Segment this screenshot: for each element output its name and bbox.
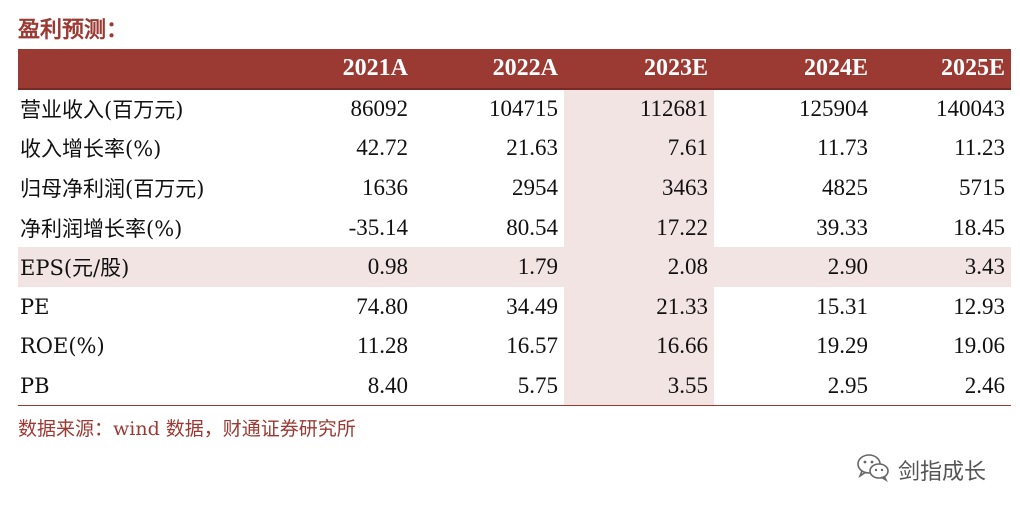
row-label: 收入增长率(%) xyxy=(20,137,162,162)
table-cell: 2954 xyxy=(512,174,558,200)
column-header: 2023E xyxy=(564,49,714,90)
table-cell: 3463 xyxy=(564,168,714,208)
forecast-table-container: 2021A 2022A 2023E 2024E 2025E 营业收入(百万元) … xyxy=(18,49,1011,407)
table-cell: 0.98 xyxy=(288,247,414,287)
table-cell: 5715 xyxy=(959,174,1005,200)
column-header: 2025E xyxy=(874,49,1011,90)
table-cell: 1.79 xyxy=(414,247,564,287)
watermark-text: 剑指成长 xyxy=(897,460,986,485)
table-row: EPS(元/股) 0.98 1.79 2.08 2.90 3.43 xyxy=(18,247,1011,287)
column-header: 2022A xyxy=(414,49,564,90)
table-row: 营业收入(百万元) 86092 104715 112681 125904 140… xyxy=(18,89,1011,129)
table-cell: 2.90 xyxy=(714,247,874,287)
table-cell: 11.28 xyxy=(357,333,408,359)
column-header xyxy=(18,49,288,90)
table-cell: 2.46 xyxy=(874,366,1011,407)
row-label: EPS(元/股) xyxy=(18,247,288,287)
table-cell: 80.54 xyxy=(506,214,558,240)
table-cell: 74.80 xyxy=(356,293,408,319)
table-cell: 8.40 xyxy=(288,366,414,407)
table-cell: 4825 xyxy=(822,174,868,200)
table-cell: 19.06 xyxy=(953,333,1005,359)
table-cell: 21.33 xyxy=(564,286,714,327)
watermark: 剑指成长 xyxy=(856,452,986,488)
table-row: PB 8.40 5.75 3.55 2.95 2.46 xyxy=(18,366,1011,407)
profit-forecast-table: 2021A 2022A 2023E 2024E 2025E 营业收入(百万元) … xyxy=(18,49,1011,407)
table-cell: 140043 xyxy=(936,96,1005,122)
table-cell: 125904 xyxy=(799,96,868,122)
table-cell: 2.95 xyxy=(714,366,874,407)
table-row: PE 74.80 34.49 21.33 15.31 12.93 xyxy=(18,286,1011,327)
row-label: 归母净利润(百万元) xyxy=(20,176,205,201)
table-cell: 15.31 xyxy=(816,293,868,319)
row-label: 净利润增长率(%) xyxy=(20,216,183,241)
table-cell: 104715 xyxy=(489,96,558,122)
row-label: PE xyxy=(20,294,50,319)
table-cell: 34.49 xyxy=(506,293,558,319)
table-cell: 3.55 xyxy=(564,366,714,407)
column-header: 2024E xyxy=(714,49,874,90)
column-header: 2021A xyxy=(288,49,414,90)
wechat-icon xyxy=(856,452,890,488)
table-cell: 11.73 xyxy=(817,135,868,161)
table-row: 收入增长率(%) 42.72 21.63 7.61 11.73 11.23 xyxy=(18,128,1011,169)
table-cell: -35.14 xyxy=(348,214,408,240)
table-cell: 3.43 xyxy=(874,247,1011,287)
table-cell: 21.63 xyxy=(506,135,558,161)
table-cell: 42.72 xyxy=(356,135,408,161)
page-title: 盈利预测： xyxy=(18,17,129,43)
table-cell: 11.23 xyxy=(954,135,1005,161)
row-label: ROE(%) xyxy=(20,334,105,359)
table-cell: 1636 xyxy=(362,174,408,200)
row-label: PB xyxy=(18,366,288,407)
table-cell: 2.08 xyxy=(564,247,714,287)
row-label: 营业收入(百万元) xyxy=(20,98,184,123)
table-cell: 39.33 xyxy=(816,214,868,240)
table-header-row: 2021A 2022A 2023E 2024E 2025E xyxy=(18,49,1011,90)
table-row: 净利润增长率(%) -35.14 80.54 17.22 39.33 18.45 xyxy=(18,207,1011,248)
table-cell: 12.93 xyxy=(953,293,1005,319)
table-row: ROE(%) 11.28 16.57 16.66 19.29 19.06 xyxy=(18,326,1011,367)
table-cell: 112681 xyxy=(564,89,714,129)
table-cell: 17.22 xyxy=(564,207,714,248)
table-cell: 86092 xyxy=(350,96,409,122)
table-cell: 18.45 xyxy=(953,214,1005,240)
table-cell: 7.61 xyxy=(564,128,714,169)
data-source-note: 数据来源：wind 数据，财通证券研究所 xyxy=(18,418,356,440)
table-cell: 5.75 xyxy=(414,366,564,407)
table-cell: 16.57 xyxy=(506,333,558,359)
table-cell: 19.29 xyxy=(816,333,868,359)
table-row: 归母净利润(百万元) 1636 2954 3463 4825 5715 xyxy=(18,168,1011,208)
table-cell: 16.66 xyxy=(564,326,714,367)
